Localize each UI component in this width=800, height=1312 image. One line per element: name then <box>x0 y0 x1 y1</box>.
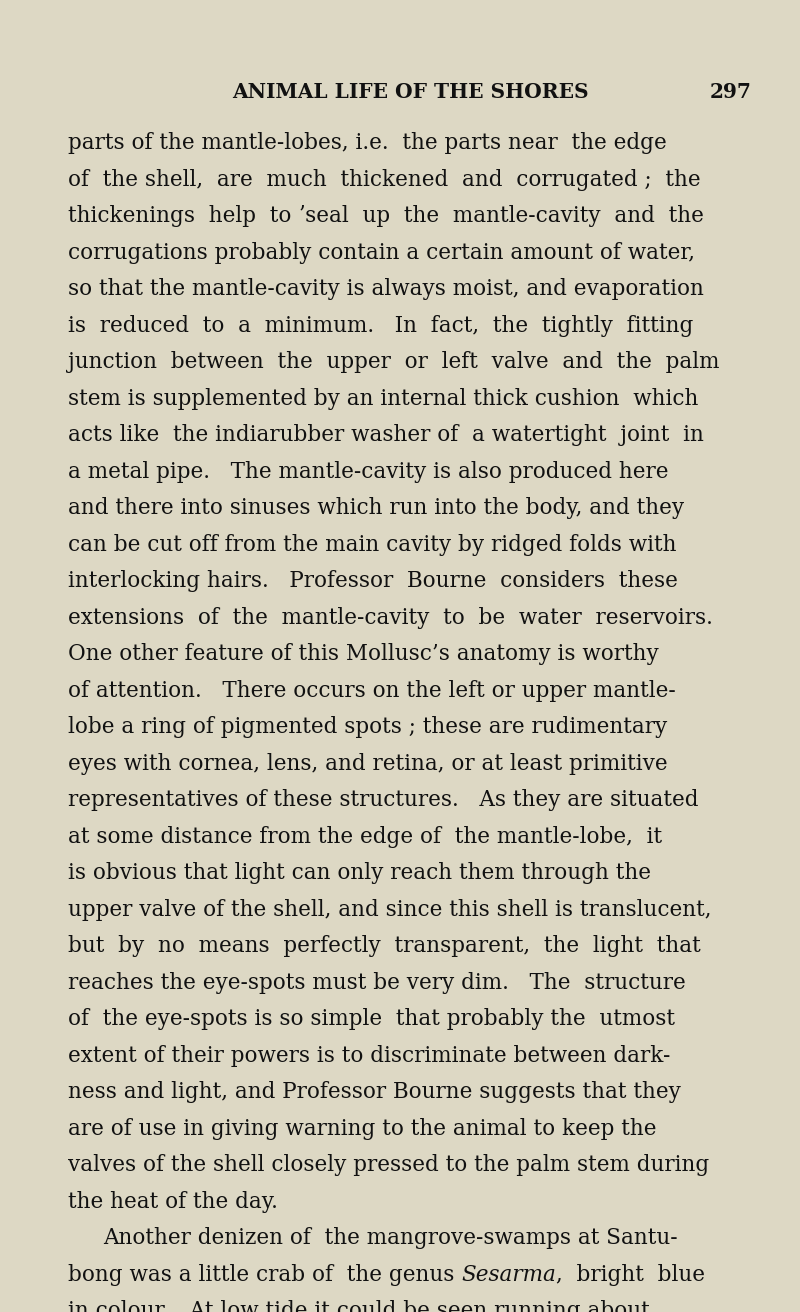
Text: ANIMAL LIFE OF THE SHORES: ANIMAL LIFE OF THE SHORES <box>232 83 588 102</box>
Text: extent of their powers is to discriminate between dark-: extent of their powers is to discriminat… <box>68 1044 670 1067</box>
Text: of  the shell,  are  much  thickened  and  corrugated ;  the: of the shell, are much thickened and cor… <box>68 168 701 190</box>
Text: junction  between  the  upper  or  left  valve  and  the  palm: junction between the upper or left valve… <box>68 352 719 373</box>
Text: lobe a ring of pigmented spots ; these are rudimentary: lobe a ring of pigmented spots ; these a… <box>68 716 667 739</box>
Text: acts like  the indiarubber washer of  a watertight  joint  in: acts like the indiarubber washer of a wa… <box>68 424 704 446</box>
Text: parts of the mantle-lobes, i.e.  the parts near  the edge: parts of the mantle-lobes, i.e. the part… <box>68 133 666 154</box>
Text: but  by  no  means  perfectly  transparent,  the  light  that: but by no means perfectly transparent, t… <box>68 935 701 956</box>
Text: valves of the shell closely pressed to the palm stem during: valves of the shell closely pressed to t… <box>68 1155 710 1176</box>
Text: corrugations probably contain a certain amount of water,: corrugations probably contain a certain … <box>68 241 695 264</box>
Text: at some distance from the edge of  the mantle-lobe,  it: at some distance from the edge of the ma… <box>68 825 662 848</box>
Text: stem is supplemented by an internal thick cushion  which: stem is supplemented by an internal thic… <box>68 387 698 409</box>
Text: reaches the eye-spots must be very dim.   The  structure: reaches the eye-spots must be very dim. … <box>68 971 686 993</box>
Text: One other feature of this Mollusc’s anatomy is worthy: One other feature of this Mollusc’s anat… <box>68 643 658 665</box>
Text: the heat of the day.: the heat of the day. <box>68 1190 278 1212</box>
Text: ness and light, and Professor Bourne suggests that they: ness and light, and Professor Bourne sug… <box>68 1081 681 1103</box>
Text: 297: 297 <box>710 83 752 102</box>
Text: so that the mantle-cavity is always moist, and evaporation: so that the mantle-cavity is always mois… <box>68 278 704 300</box>
Text: representatives of these structures.   As they are situated: representatives of these structures. As … <box>68 789 698 811</box>
Text: and there into sinuses which run into the body, and they: and there into sinuses which run into th… <box>68 497 684 520</box>
Text: ,  bright  blue: , bright blue <box>556 1263 705 1286</box>
Text: in colour.   At low tide it could be seen running about: in colour. At low tide it could be seen … <box>68 1300 650 1312</box>
Text: is  reduced  to  a  minimum.   In  fact,  the  tightly  fitting: is reduced to a minimum. In fact, the ti… <box>68 315 694 336</box>
Text: upper valve of the shell, and since this shell is translucent,: upper valve of the shell, and since this… <box>68 899 711 921</box>
Text: Another denizen of  the mangrove-swamps at Santu-: Another denizen of the mangrove-swamps a… <box>103 1227 678 1249</box>
Text: is obvious that light can only reach them through the: is obvious that light can only reach the… <box>68 862 651 884</box>
Text: thickenings  help  to ʼseal  up  the  mantle-cavity  and  the: thickenings help to ʼseal up the mantle-… <box>68 205 704 227</box>
Text: bong was a little crab of  the genus: bong was a little crab of the genus <box>68 1263 462 1286</box>
Text: can be cut off from the main cavity by ridged folds with: can be cut off from the main cavity by r… <box>68 534 677 555</box>
Text: of  the eye-spots is so simple  that probably the  utmost: of the eye-spots is so simple that proba… <box>68 1008 675 1030</box>
Text: Sesarma: Sesarma <box>462 1263 556 1286</box>
Text: are of use in giving warning to the animal to keep the: are of use in giving warning to the anim… <box>68 1118 657 1140</box>
Text: eyes with cornea, lens, and retina, or at least primitive: eyes with cornea, lens, and retina, or a… <box>68 753 668 774</box>
Text: a metal pipe.   The mantle-cavity is also produced here: a metal pipe. The mantle-cavity is also … <box>68 461 669 483</box>
Text: interlocking hairs.   Professor  Bourne  considers  these: interlocking hairs. Professor Bourne con… <box>68 569 678 592</box>
Text: of attention.   There occurs on the left or upper mantle-: of attention. There occurs on the left o… <box>68 680 676 702</box>
Text: extensions  of  the  mantle-cavity  to  be  water  reservoirs.: extensions of the mantle-cavity to be wa… <box>68 606 713 628</box>
